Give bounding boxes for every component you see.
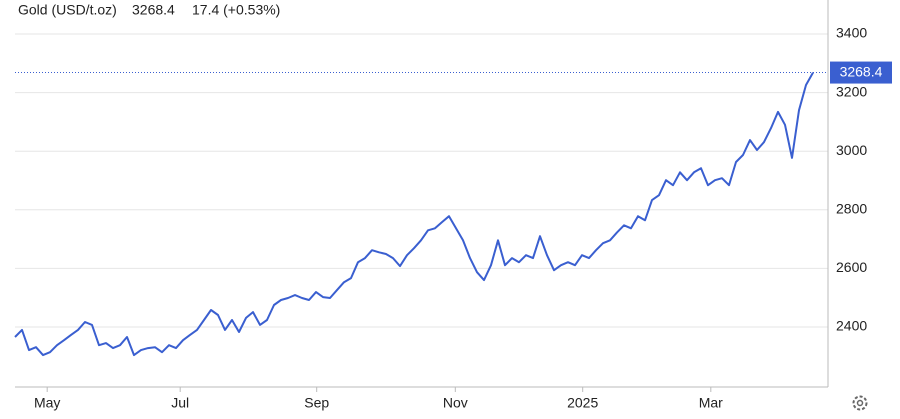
- gear: [852, 395, 868, 411]
- y-tick-label: 3000: [836, 142, 867, 158]
- y-tick-label: 3200: [836, 83, 867, 99]
- x-tick-label: Jul: [171, 395, 189, 411]
- last-price-label: 3268.4: [840, 63, 883, 79]
- price-line: [14, 72, 814, 357]
- settings-icon[interactable]: [852, 395, 868, 411]
- x-tick-label: May: [34, 395, 60, 411]
- last-price-box: [830, 61, 892, 84]
- y-tick-label: 2600: [836, 259, 867, 275]
- price-change: 17.4 (+0.53%): [192, 2, 280, 18]
- y-tick-label: 2800: [836, 201, 867, 217]
- current-price: 3268.4: [132, 2, 175, 18]
- y-tick-label: 3400: [836, 25, 867, 41]
- chart-title: Gold (USD/t.oz): [18, 2, 117, 18]
- x-tick-label: Mar: [699, 395, 723, 411]
- gear-center: [856, 399, 864, 407]
- y-tick-label: 2400: [836, 318, 867, 334]
- x-tick-label: Sep: [304, 395, 329, 411]
- x-tick-label: 2025: [567, 395, 598, 411]
- x-tick-label: Nov: [443, 395, 468, 411]
